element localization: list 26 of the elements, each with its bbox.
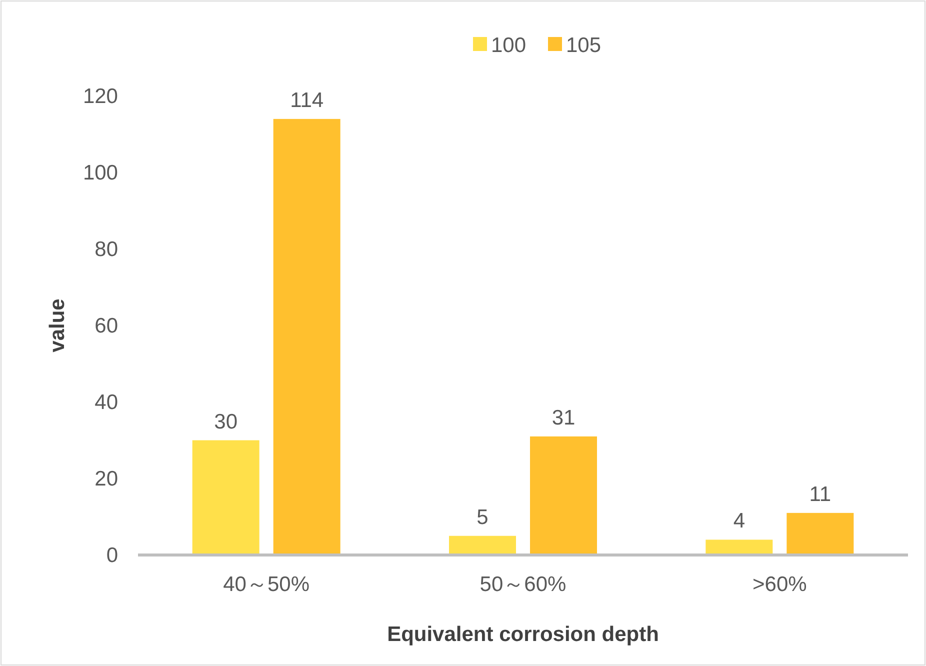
legend-label: 105 (566, 34, 602, 57)
data-label: 31 (552, 406, 576, 430)
x-tick-label: 50～60% (480, 573, 566, 596)
data-label: 114 (290, 88, 324, 112)
bar (530, 436, 597, 555)
y-tick-label: 40 (94, 391, 118, 414)
x-tick-label: >60% (752, 573, 807, 596)
x-tick-label: 40～50% (223, 573, 310, 596)
bar (449, 536, 516, 555)
bar (192, 440, 260, 555)
data-label: 5 (476, 506, 488, 529)
y-tick-label: 20 (94, 468, 118, 490)
y-axis-title: value (46, 298, 69, 352)
y-tick-label: 60 (94, 314, 118, 338)
bar (273, 118, 340, 555)
y-tick-label: 120 (82, 85, 118, 108)
y-tick-label: 80 (94, 238, 118, 261)
x-axis-title: Equivalent corrosion depth (387, 623, 659, 646)
bar (786, 512, 854, 555)
y-tick-label: 0 (106, 544, 118, 567)
legend-label: 100 (491, 34, 526, 57)
data-label: 30 (214, 410, 238, 434)
y-tick-label: 100 (82, 162, 118, 184)
data-label: 4 (733, 510, 746, 533)
data-label: 11 (809, 482, 832, 506)
bar (706, 540, 773, 555)
